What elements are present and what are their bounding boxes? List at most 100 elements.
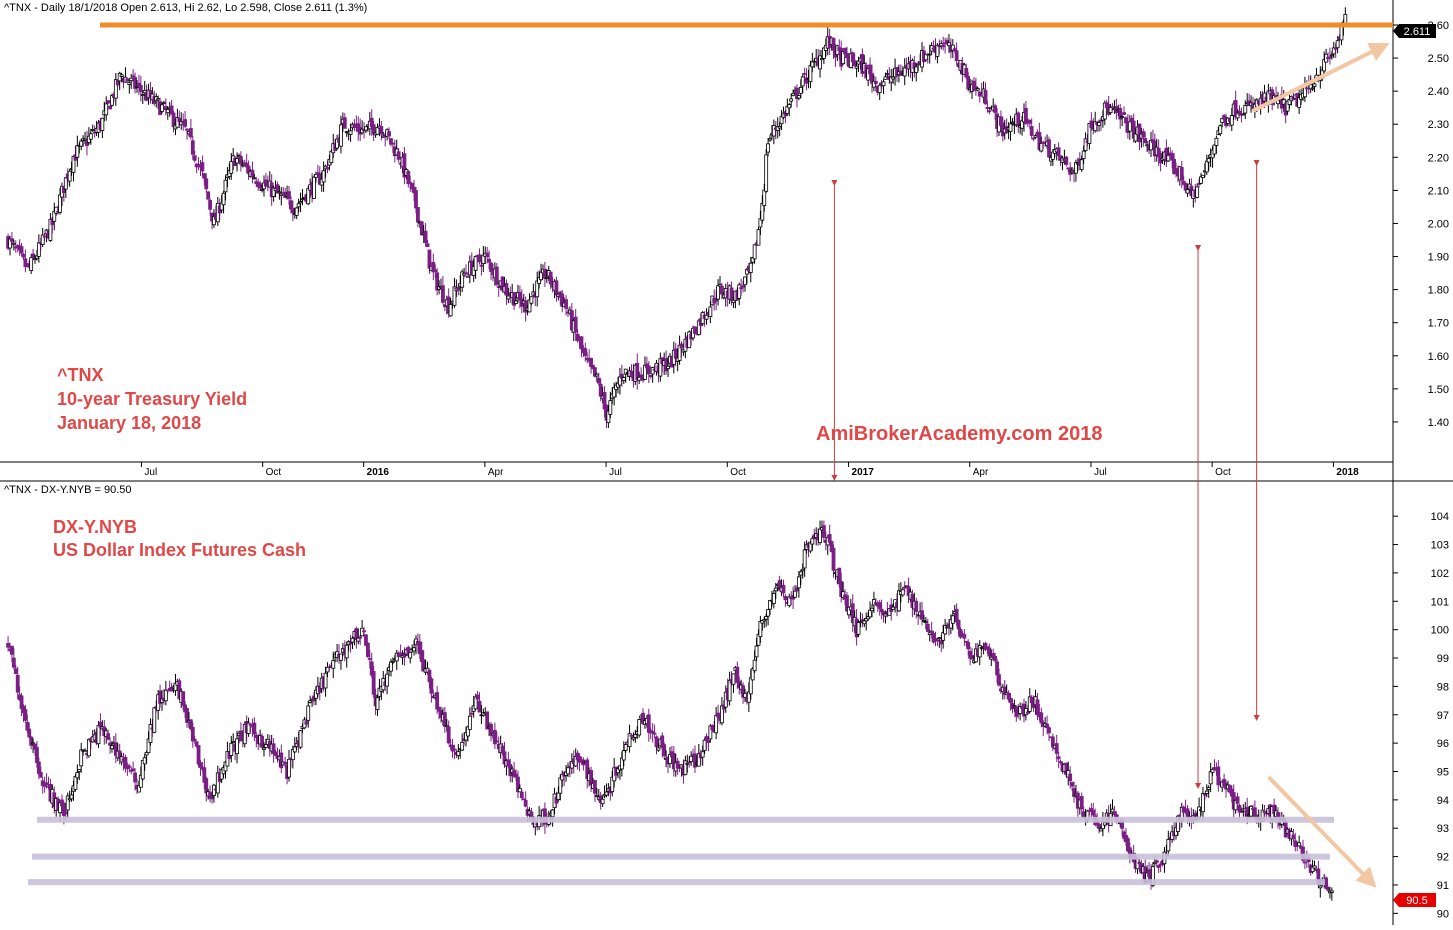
dx-candle-body-71 (142, 757, 147, 765)
dx-candle-body-229 (446, 726, 451, 744)
dx-candle-body-564 (1091, 809, 1096, 816)
dx-candle-body-208 (406, 646, 411, 656)
tnx-candle-body-533 (1031, 137, 1036, 140)
dx-candle-body-169 (331, 660, 336, 669)
dx-candle-body-338 (656, 747, 661, 751)
dx-candle-body-337 (654, 736, 659, 748)
tnx-candle-body-208 (406, 171, 411, 184)
tnx-candle-body-395 (766, 143, 770, 153)
tnx-candle-body-40 (83, 138, 87, 141)
dx-candle-body-138 (271, 743, 276, 755)
dx-candle-body-686 (1326, 887, 1330, 891)
dx-candle-body-475 (920, 610, 924, 620)
tnx-candle-body-105 (208, 200, 213, 210)
dx-candle-body-188 (367, 658, 372, 660)
dx-candle-body-411 (796, 576, 801, 589)
tnx-candle-body-456 (883, 76, 888, 80)
dx-candle-body-187 (365, 642, 370, 657)
dx-candle-body-679 (1312, 865, 1317, 869)
tnx-candle-body-12 (29, 257, 34, 272)
tnx-candle-body-300 (583, 348, 588, 357)
dx-candle-body-511 (989, 656, 994, 660)
dx-y-tick-label-6: 96 (1437, 738, 1449, 750)
dx-candle-body-258 (502, 751, 507, 765)
dx-candle-body-142 (279, 752, 284, 769)
tnx-candle-body-230 (448, 304, 453, 317)
dx-candle-body-69 (138, 774, 143, 788)
tnx-candle-body-92 (183, 119, 187, 127)
tnx-candle-body-49 (100, 117, 105, 131)
dx-candle-body-487 (943, 625, 948, 635)
x-tick-label-10: 2018 (1336, 467, 1359, 478)
dx-candle-body-394 (764, 616, 769, 620)
dx-candle-body-377 (731, 673, 736, 685)
dx-y-tick-label-13: 103 (1431, 540, 1449, 552)
tnx-candle-body-628 (1214, 137, 1219, 146)
tnx-candle-body-150 (294, 207, 299, 216)
tnx-y-tick-label-3: 1.70 (1428, 318, 1449, 330)
tnx-candle-body-457 (885, 73, 890, 76)
dx-annotation: DX-Y.NYB US Dollar Index Futures Cash (53, 517, 306, 560)
tnx-candle-body-441 (854, 65, 859, 69)
dx-candle-body-321 (623, 744, 628, 751)
dx-candle-body-15 (35, 747, 39, 763)
tnx-candle-body-623 (1204, 160, 1209, 173)
dx-candle-body-76 (152, 707, 157, 733)
dx-candle-body-501 (970, 655, 974, 660)
tnx-candle-body-62 (125, 78, 130, 82)
x-tick-label-6: 2017 (852, 467, 875, 478)
dx-candle-body-36 (75, 772, 80, 779)
tnx-candle-body-30 (63, 177, 68, 190)
dx-candle-body-365 (708, 725, 713, 740)
dx-candle-body-272 (529, 811, 534, 818)
dx-candle-body-326 (633, 734, 638, 738)
tnx-candle-body-101 (200, 162, 205, 172)
dx-candle-body-13 (31, 742, 35, 745)
tnx-candle-body-489 (947, 42, 951, 47)
dx-y-tick-label-3: 93 (1437, 823, 1449, 835)
tnx-candle-body-70 (140, 94, 145, 97)
dx-candle-body-16 (36, 761, 41, 774)
dx-candle-body-505 (977, 645, 982, 658)
tnx-candle-body-472 (914, 66, 919, 73)
tnx-candle-body-190 (371, 124, 376, 135)
dx-candle-body-545 (1054, 743, 1059, 754)
dx-candle-body-65 (131, 768, 136, 771)
dx-candle-body-412 (798, 571, 803, 576)
tnx-candle-body-479 (927, 53, 932, 56)
dx-candle-body-133 (262, 747, 266, 750)
dx-candle-body-9 (23, 709, 28, 721)
dx-candle-body-309 (600, 798, 605, 805)
tnx-candle-body-522 (1010, 121, 1015, 124)
dx-candle-body-671 (1297, 842, 1302, 847)
tnx-candle-body-51 (104, 103, 109, 116)
tnx-header: ^TNX - Daily 18/1/2018 Open 2.613, Hi 2.… (4, 2, 367, 14)
dx-candle-body-82 (163, 689, 168, 702)
tnx-candle-body-141 (277, 191, 282, 194)
dx-candle-body-414 (802, 549, 807, 569)
dx-candle-body-320 (621, 750, 626, 761)
tnx-candle-body-573 (1108, 107, 1113, 114)
dx-candle-body-165 (323, 672, 328, 689)
tnx-candle-body-239 (466, 276, 470, 278)
tnx-candle-body-357 (693, 326, 697, 334)
tnx-candle-body-417 (808, 65, 813, 83)
dx-candle-body-227 (442, 712, 447, 727)
dx-candle-body-395 (766, 609, 770, 617)
tnx-candle-body-132 (260, 189, 264, 191)
tnx-candle-body-521 (1008, 123, 1013, 132)
dx-y-tick-label-0: 90 (1437, 908, 1449, 920)
dx-candle-body-306 (594, 795, 599, 797)
dx-candle-body-531 (1027, 696, 1032, 712)
tnx-candle-body-259 (504, 283, 509, 296)
dx-candle-body-54 (110, 745, 114, 750)
dx-candle-body-688 (1329, 890, 1334, 893)
tnx-candle-body-122 (240, 164, 245, 167)
tnx-candle-body-234 (456, 286, 461, 291)
tnx-candle-body-313 (608, 400, 613, 415)
dx-candle-body-103 (204, 778, 209, 794)
tnx-candle-body-271 (527, 299, 532, 313)
tnx-y-tick-label-11: 2.50 (1428, 53, 1449, 65)
dx-y-tick-label-9: 99 (1437, 653, 1449, 665)
dx-candle-body-515 (997, 674, 1001, 686)
